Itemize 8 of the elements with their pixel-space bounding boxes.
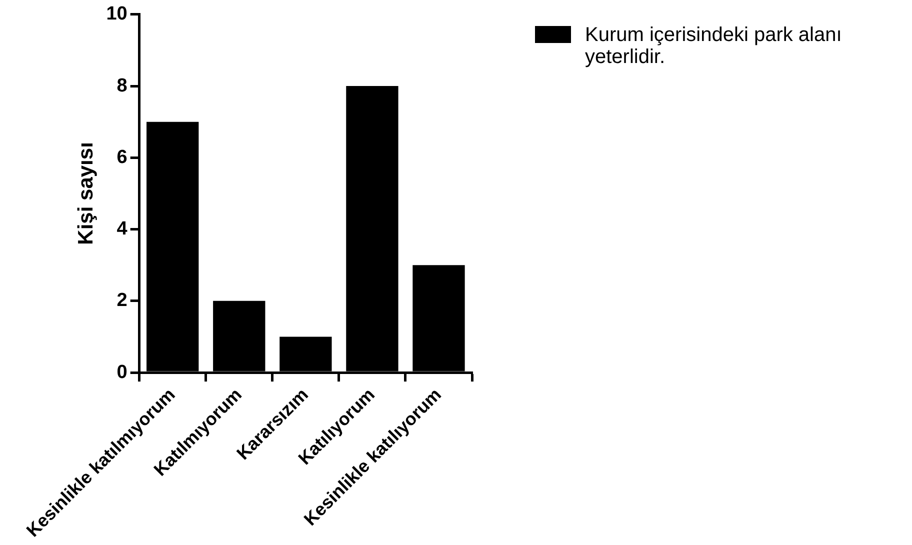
y-axis-title: Kişi sayısı — [74, 142, 98, 245]
y-tick-label: 0 — [116, 362, 128, 383]
y-tick-label: 6 — [116, 146, 128, 168]
legend-label: Kurum içerisindeki park alanı yeterlidir. — [585, 24, 843, 68]
y-tick-label: 4 — [116, 218, 128, 240]
y-tick-label: 2 — [116, 290, 128, 312]
y-tick-label: 10 — [106, 4, 128, 25]
y-tick-label: 8 — [116, 75, 128, 96]
